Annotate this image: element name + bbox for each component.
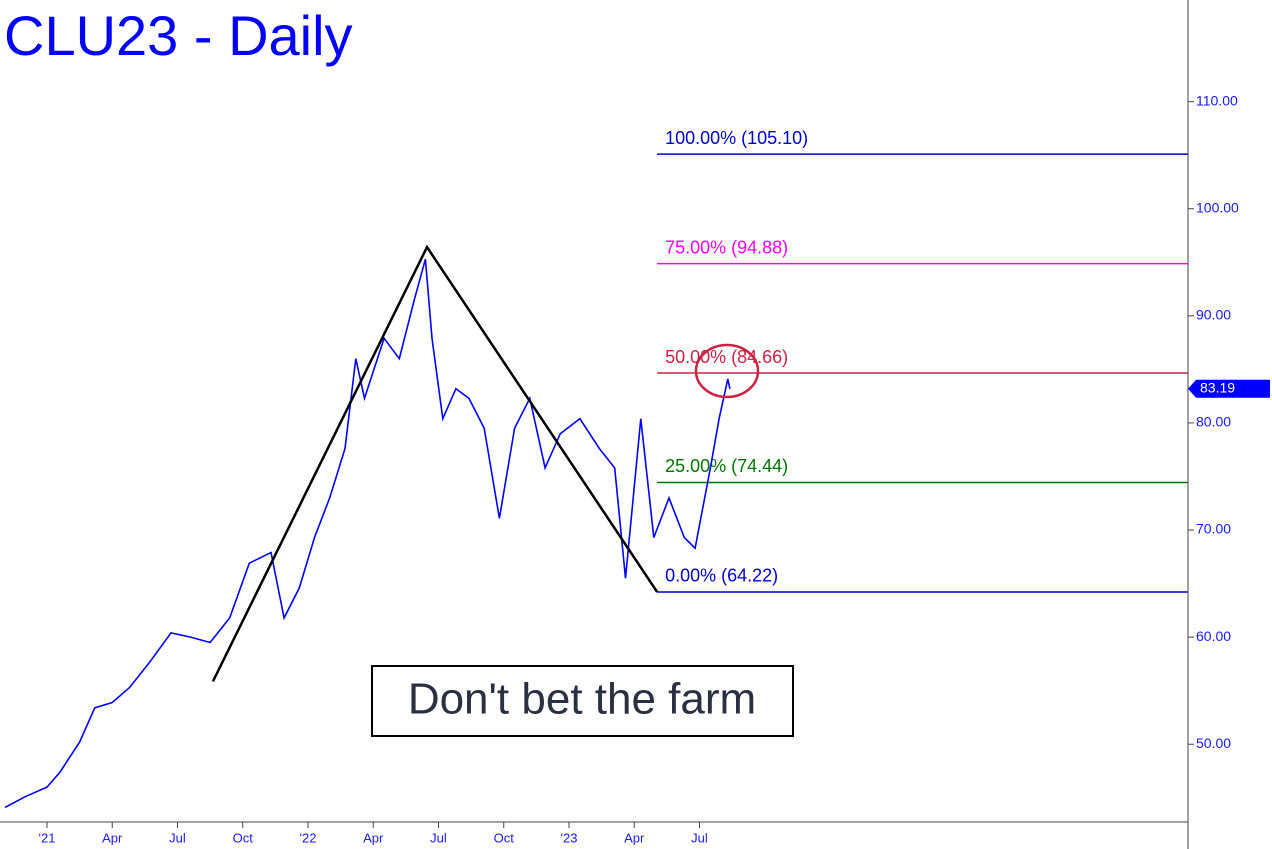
highlight-circle xyxy=(694,343,760,399)
plot: 50.00 60.00 70.00 80.00 90.00 100.00 110.00 '21… xyxy=(4,92,1270,845)
x-tick-label: Apr xyxy=(624,830,645,845)
chart-title: CLU23 - Daily xyxy=(4,4,353,67)
annotation-box xyxy=(371,665,794,737)
y-tick-label: 50.00 xyxy=(1196,735,1231,751)
y-tick-label: 60.00 xyxy=(1196,628,1231,644)
y-tick-label: 90.00 xyxy=(1196,307,1231,323)
x-tick-label: '23 xyxy=(561,830,578,845)
fib-label: 0.00% (64.22) xyxy=(665,566,778,586)
y-tick-label: 110.00 xyxy=(1196,92,1238,108)
y-tick-label: 70.00 xyxy=(1196,521,1231,537)
fib-label: 50.00% (84.66) xyxy=(665,347,788,367)
last-price-tag xyxy=(1188,379,1270,398)
fib-label: 25.00% (74.44) xyxy=(665,456,788,476)
y-tick-label: 80.00 xyxy=(1196,414,1231,430)
x-tick-label: Jul xyxy=(169,830,186,845)
last-price-label: 83.19 xyxy=(1200,379,1235,395)
fib-label: 100.00% (105.10) xyxy=(665,128,808,148)
fib-label: 75.00% (94.88) xyxy=(665,237,788,257)
pattern-line xyxy=(211,244,659,683)
x-tick-label: Apr xyxy=(102,830,123,845)
x-tick-label: Apr xyxy=(363,830,384,845)
x-tick-label: '22 xyxy=(300,830,317,845)
annotation: Don't bet the farm xyxy=(408,675,756,724)
x-tick-label: '21 xyxy=(39,830,56,845)
y-tick-label: 100.00 xyxy=(1196,199,1239,215)
x-tick-label: Jul xyxy=(691,830,708,845)
x-tick-label: Oct xyxy=(233,830,254,845)
price-line xyxy=(4,258,731,809)
x-tick-label: Jul xyxy=(430,830,447,845)
x-tick-label: Oct xyxy=(494,830,515,845)
